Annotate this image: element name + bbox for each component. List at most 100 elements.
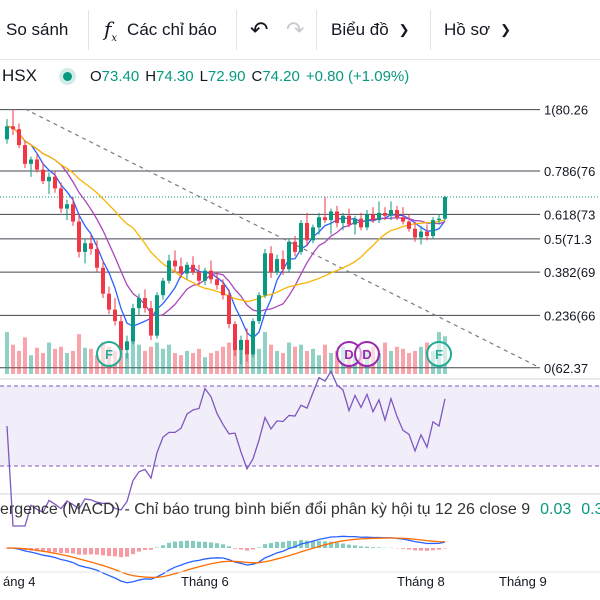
macd-title: ergence (MACD) - Chỉ báo trung bình biến… [0, 501, 531, 518]
candle-body [347, 215, 351, 225]
macd-histogram-bar [101, 548, 105, 556]
chart-type-button[interactable]: Biểu đồ ❯ [331, 0, 410, 60]
candle-body [407, 221, 411, 229]
fib-level-label: 1(80.26 [544, 103, 588, 118]
candle-body [389, 210, 393, 216]
volume-bar [83, 347, 87, 374]
candle-body [167, 260, 171, 281]
symbol-legend: HSX O 73.40 H 74.30 L 72.90 C 74.20 +0.80 (+… [0, 64, 409, 88]
candle-body [293, 241, 297, 252]
volume-bar [401, 348, 405, 374]
event-marker [426, 341, 452, 367]
macd-histogram-bar [161, 545, 165, 548]
candle-body [77, 221, 81, 252]
macd-histogram-bar [107, 548, 111, 557]
compare-label: So sánh [6, 20, 69, 39]
macd-legend: ergence (MACD) - Chỉ báo trung bình biến… [0, 498, 600, 522]
candle-body [335, 211, 339, 224]
macd-histogram-bar [407, 548, 411, 550]
candle-body [275, 259, 279, 273]
macd-line [6, 535, 446, 584]
macd-histogram-bar [191, 540, 195, 548]
macd-histogram-bar [419, 548, 423, 551]
macd-histogram-bar [65, 548, 69, 553]
macd-histogram-bar [185, 540, 189, 548]
candle-body [41, 169, 45, 182]
macd-histogram-bar [269, 543, 273, 548]
volume-bar [317, 355, 321, 374]
rsi-line [6, 369, 446, 527]
macd-histogram-bar [113, 548, 117, 557]
candle-body [317, 217, 321, 228]
macd-histogram-bar [287, 540, 291, 548]
candle-body [413, 228, 417, 238]
candle-body [125, 341, 129, 351]
undo-icon[interactable]: ↶ [250, 17, 269, 42]
volume-bar [257, 348, 261, 374]
fib-level-label: 0.618(73 [544, 207, 595, 222]
volume-bar [383, 342, 387, 374]
volume-bar [125, 353, 129, 374]
volume-bar [275, 350, 279, 374]
macd-histogram-bar [245, 548, 249, 551]
volume-bar [11, 344, 15, 374]
candle-body [401, 217, 405, 222]
macd-histogram-bar [83, 548, 87, 555]
market-status-icon [62, 71, 72, 81]
candle-body [353, 218, 357, 225]
macd-histogram-bar [341, 543, 345, 548]
candle-body [119, 321, 123, 351]
rsi-band [0, 386, 600, 466]
candle-body [155, 295, 159, 336]
indicators-button[interactable]: fx Các chỉ báo [104, 0, 217, 60]
macd-histogram-bar [143, 548, 147, 550]
volume-bar [377, 353, 381, 374]
macd-histogram-bar [275, 541, 279, 548]
volume-bar [89, 348, 93, 374]
low-label: L [199, 67, 208, 85]
candle-body [281, 259, 285, 270]
candle-body [113, 309, 117, 322]
candle-body [377, 212, 381, 221]
macd-histogram-bar [179, 541, 183, 548]
candle-body [209, 270, 213, 280]
volume-bar [35, 347, 39, 374]
macd-histogram-bar [239, 548, 243, 550]
candle-body [371, 214, 375, 221]
macd-histogram-bar [371, 547, 375, 548]
macd-histogram-bar [251, 548, 255, 550]
macd-histogram-bar [71, 548, 75, 554]
macd-histogram-bar [431, 548, 435, 551]
candle-body [263, 253, 267, 296]
fib-level-label: 0.786(76 [544, 164, 595, 179]
event-marker-label: D [344, 347, 353, 362]
volume-bar [305, 350, 309, 374]
macd-histogram-bar [263, 544, 267, 548]
candle-body [425, 231, 429, 236]
compare-button[interactable]: So sánh [6, 0, 68, 60]
candle-body [251, 321, 255, 355]
event-marker [354, 341, 380, 367]
volume-bar [167, 344, 171, 374]
candle-body [83, 243, 87, 252]
event-marker-label: F [105, 347, 113, 362]
close-value: 74.20 [262, 67, 300, 85]
macd-histogram-bar [317, 540, 321, 548]
macd-histogram-bar [155, 547, 159, 548]
candle-body [395, 210, 399, 218]
candle-body [173, 260, 177, 267]
volume-bar [209, 353, 213, 374]
candle-body [431, 220, 435, 236]
fib-level-label: 0.236(66 [544, 308, 595, 323]
volume-bar [173, 353, 177, 374]
candle-body [29, 159, 33, 164]
profile-button[interactable]: Hồ sơ ❯ [444, 0, 511, 60]
chevron-down-icon: ❯ [398, 22, 410, 37]
candle-body [149, 308, 153, 336]
macd-signal-line [6, 537, 446, 579]
candle-body [305, 223, 309, 241]
volume-bar [293, 346, 297, 374]
macd-histogram-bar [131, 548, 135, 555]
low-value: 72.90 [207, 67, 246, 85]
